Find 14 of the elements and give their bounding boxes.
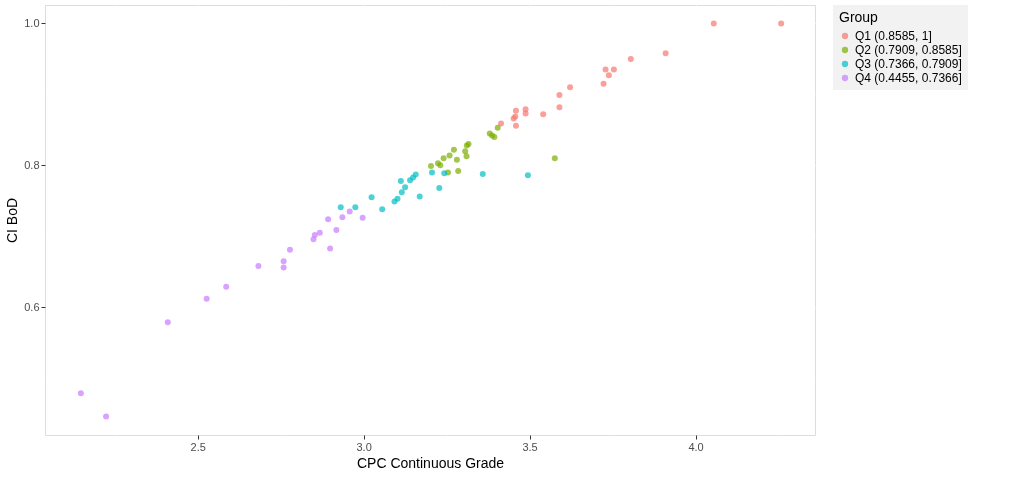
x-tick-label: 3.0: [356, 440, 372, 453]
x-tick-label: 2.5: [190, 440, 206, 453]
legend-label: Q3 (0.7366, 0.7909]: [855, 57, 962, 71]
y-axis-title: CI BoD: [4, 197, 21, 244]
legend-label: Q1 (0.8585, 1]: [855, 29, 932, 43]
legend-label: Q2 (0.7909, 0.8585]: [855, 43, 962, 57]
y-tick-label: 0.8: [24, 158, 40, 171]
y-tick-label: 1.0: [24, 16, 40, 29]
legend-label: Q4 (0.4455, 0.7366]: [855, 71, 962, 85]
y-tick-label: 0.6: [24, 300, 40, 313]
x-tick-label: 4.0: [688, 440, 704, 453]
x-axis-title: CPC Continuous Grade: [356, 454, 505, 471]
x-tick-label: 3.5: [522, 440, 538, 453]
legend-title: Group: [839, 9, 879, 25]
